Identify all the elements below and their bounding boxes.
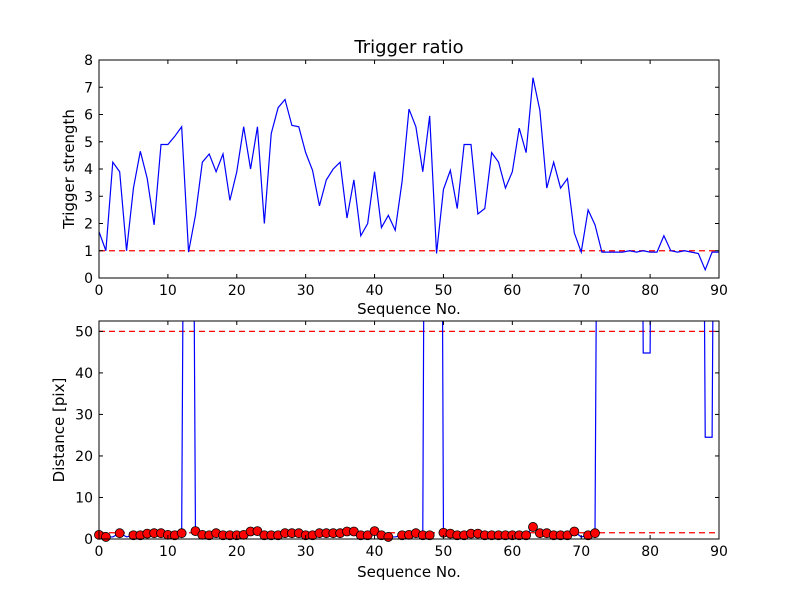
- bottom-y-tick-label-0: 0: [84, 532, 93, 548]
- top-x-tick-label-9: 90: [710, 283, 728, 299]
- top-subplot: Trigger ratio 0 10 20 30 40 50 60 70 80 90 0 1 2 3 4 5…: [60, 37, 728, 318]
- bottom-y-axis: 0 10 20 30 40 50: [75, 324, 719, 548]
- top-y-tick-label-5: 5: [84, 135, 93, 151]
- bottom-x-tick-label-7: 70: [572, 544, 590, 560]
- bottom-y-tick-label-4: 40: [75, 366, 93, 382]
- bottom-x-tick-label-5: 50: [435, 544, 453, 560]
- top-x-tick-label-0: 0: [95, 283, 104, 299]
- bottom-marker-66: [590, 528, 600, 539]
- bottom-markers: [94, 522, 600, 542]
- top-y-tick-label-7: 7: [84, 80, 93, 96]
- top-y-axis: 0 1 2 3 4 5 6 7 8: [84, 53, 719, 287]
- bottom-y-tick-label-2: 20: [75, 449, 93, 465]
- bottom-subplot: 0 10 20 30 40 50 60 70 80 90 0 10 20 30 40 50 Sequence…: [50, 320, 728, 581]
- bottom-marker-44: [424, 530, 435, 541]
- top-y-tick-label-8: 8: [84, 53, 93, 69]
- bottom-x-tick-label-9: 90: [710, 544, 728, 560]
- top-x-axis-label: Sequence No.: [357, 300, 461, 318]
- bottom-y-tick-label-3: 30: [75, 407, 93, 423]
- bottom-x-tick-label-2: 20: [228, 544, 246, 560]
- bottom-marker-1: [100, 532, 111, 542]
- top-x-axis: 0 10 20 30 40 50 60 70 80 90: [95, 60, 728, 299]
- top-y-tick-label-0: 0: [84, 271, 93, 287]
- top-x-tick-label-4: 40: [366, 283, 384, 299]
- bottom-x-tick-label-8: 80: [641, 544, 659, 560]
- top-x-tick-label-2: 20: [228, 283, 246, 299]
- top-x-tick-label-6: 60: [503, 283, 521, 299]
- bottom-x-axis-label: Sequence No.: [357, 563, 461, 581]
- top-y-tick-label-1: 1: [84, 244, 93, 260]
- bottom-axes-frame: [98, 320, 720, 540]
- top-y-axis-label: Trigger strength: [60, 109, 78, 230]
- bottom-marker-57: [521, 530, 532, 541]
- bottom-y-tick-label-5: 50: [75, 324, 93, 340]
- bottom-x-tick-label-1: 10: [159, 544, 177, 560]
- bottom-y-axis-label: Distance [pix]: [50, 378, 68, 483]
- top-x-tick-label-8: 80: [641, 283, 659, 299]
- bottom-x-tick-label-4: 40: [366, 544, 384, 560]
- bottom-marker-39: [383, 532, 394, 542]
- bottom-x-axis: 0 10 20 30 40 50 60 70 80 90: [95, 321, 728, 560]
- bottom-x-tick-label-0: 0: [95, 544, 104, 560]
- bottom-x-tick-label-6: 60: [503, 544, 521, 560]
- bottom-marker-58: [528, 522, 538, 532]
- top-y-tick-label-6: 6: [84, 108, 93, 124]
- bottom-marker-10: [176, 528, 187, 539]
- top-y-tick-label-3: 3: [84, 189, 93, 205]
- top-x-tick-label-7: 70: [572, 283, 590, 299]
- top-x-tick-label-1: 10: [159, 283, 177, 299]
- top-x-tick-label-5: 50: [435, 283, 453, 299]
- top-y-tick-label-4: 4: [84, 162, 93, 178]
- bottom-marker-2: [114, 528, 125, 539]
- top-x-tick-label-3: 30: [297, 283, 315, 299]
- bottom-y-tick-label-1: 10: [75, 490, 93, 506]
- bottom-marker-64: [569, 526, 580, 537]
- top-y-tick-label-2: 2: [84, 217, 93, 233]
- top-chart-title: Trigger ratio: [353, 37, 463, 58]
- top-series-line: [99, 77, 719, 272]
- bottom-x-tick-label-3: 30: [297, 544, 315, 560]
